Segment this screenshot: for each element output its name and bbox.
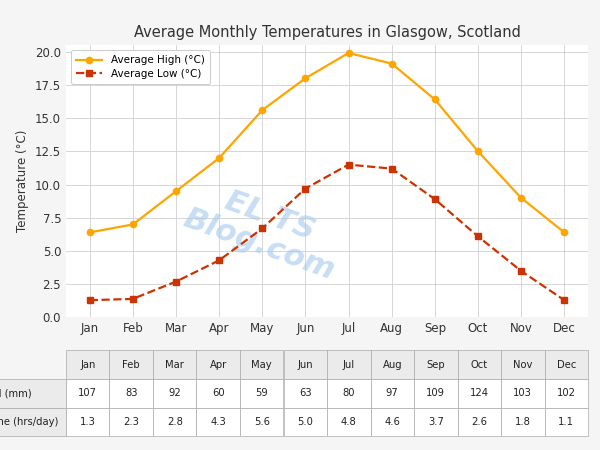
Title: Average Monthly Temperatures in Glasgow, Scotland: Average Monthly Temperatures in Glasgow,… bbox=[134, 25, 520, 40]
Average Low (°C) bbox=[560, 297, 568, 303]
Average High (°C) bbox=[215, 155, 223, 161]
Average Low (°C) bbox=[172, 279, 179, 284]
Average Low (°C) bbox=[345, 162, 352, 167]
Average High (°C) bbox=[345, 50, 352, 56]
Average High (°C) bbox=[302, 76, 309, 81]
Average High (°C) bbox=[172, 189, 179, 194]
Average Low (°C) bbox=[475, 234, 482, 239]
Line: Average High (°C): Average High (°C) bbox=[86, 50, 568, 235]
Average Low (°C) bbox=[302, 186, 309, 191]
Average High (°C) bbox=[129, 222, 136, 227]
Average Low (°C) bbox=[431, 197, 439, 202]
Average Low (°C) bbox=[215, 257, 223, 263]
Average High (°C) bbox=[560, 230, 568, 235]
Average High (°C) bbox=[475, 148, 482, 154]
Average High (°C) bbox=[259, 108, 266, 113]
Text: EL TS
Blog.com: EL TS Blog.com bbox=[179, 175, 349, 286]
Average Low (°C) bbox=[388, 166, 395, 171]
Average Low (°C) bbox=[86, 297, 94, 303]
Line: Average Low (°C): Average Low (°C) bbox=[86, 162, 568, 303]
Average Low (°C) bbox=[259, 226, 266, 231]
Average High (°C) bbox=[388, 61, 395, 66]
Average High (°C) bbox=[431, 97, 439, 102]
Average Low (°C) bbox=[129, 296, 136, 302]
Y-axis label: Temperature (°C): Temperature (°C) bbox=[16, 130, 29, 233]
Average High (°C) bbox=[518, 195, 525, 201]
Average High (°C) bbox=[86, 230, 94, 235]
Legend: Average High (°C), Average Low (°C): Average High (°C), Average Low (°C) bbox=[71, 50, 210, 84]
Average Low (°C) bbox=[518, 268, 525, 274]
